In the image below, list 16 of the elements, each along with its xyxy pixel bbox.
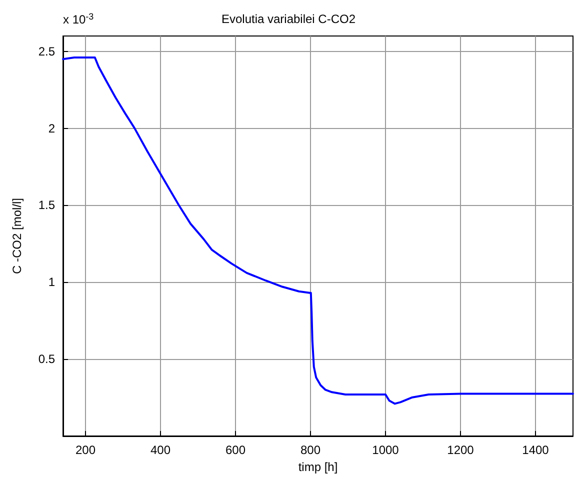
y-tick-label: 1 xyxy=(48,275,56,290)
x-tick-label: 1200 xyxy=(447,443,474,457)
x-tick-label: 200 xyxy=(75,443,96,457)
y-axis-title: C -CO2 [mol/l] xyxy=(10,198,24,274)
chart-title: Evolutia variabilei C-CO2 xyxy=(221,12,356,26)
x-tick-label: 1400 xyxy=(522,443,550,457)
x-tick-label: 600 xyxy=(225,443,246,457)
x-axis-title: timp [h] xyxy=(298,460,338,474)
y-tick-label: 2.5 xyxy=(38,44,56,58)
x-tick-label: 400 xyxy=(150,443,171,457)
x-tick-label: 1000 xyxy=(372,443,400,457)
x-tick-label: 800 xyxy=(300,443,321,457)
y-tick-label: 2 xyxy=(48,121,56,136)
line-series xyxy=(62,56,574,405)
y-tick-label: 1.5 xyxy=(38,198,56,212)
y-tick-label: 0.5 xyxy=(38,352,56,366)
